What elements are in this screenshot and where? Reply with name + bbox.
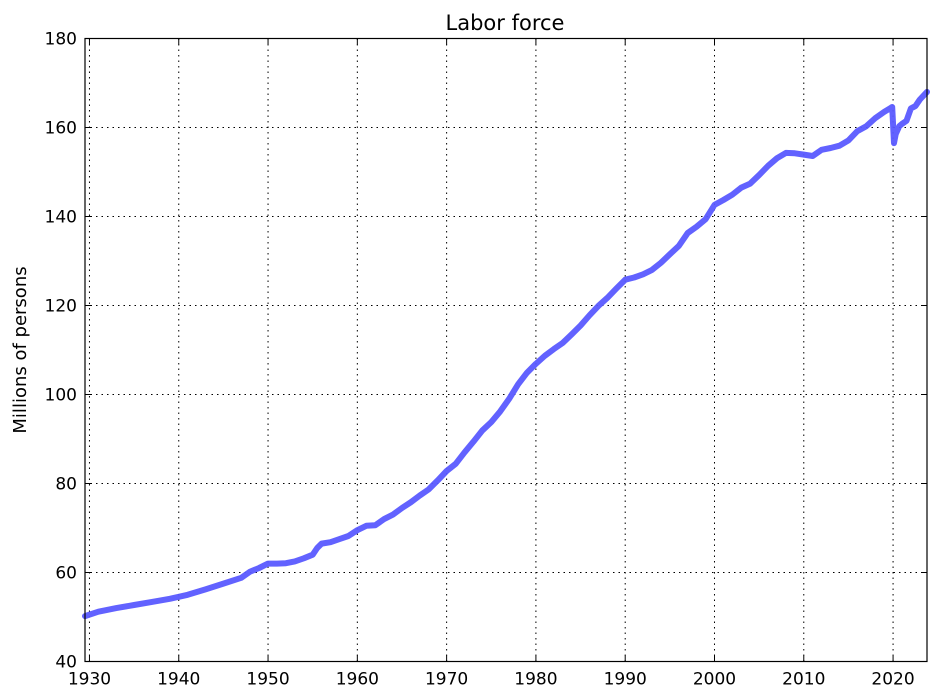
tick-labels: 1930 1940 1950 1960 1970 1980 1990 2000 2010 2020… (45, 30, 915, 690)
x-tick-label: 1980 (514, 670, 557, 690)
y-tick-label: 160 (45, 119, 77, 139)
y-tick-label: 60 (55, 564, 77, 584)
plot-frame (84, 37, 928, 663)
x-tick-label: 2000 (693, 670, 736, 690)
y-tick-label: 180 (45, 30, 77, 50)
x-tick-label: 1930 (68, 670, 111, 690)
series-layer (82, 88, 930, 620)
x-tick-label: 2010 (782, 670, 825, 690)
x-tick-label: 1960 (336, 670, 379, 690)
x-tick-label: 2020 (871, 670, 914, 690)
y-tick-label: 120 (45, 297, 77, 317)
grid (85, 38, 927, 662)
series-line (82, 88, 930, 620)
x-tick-label: 1950 (246, 670, 289, 690)
y-tick-label: 140 (45, 208, 77, 228)
y-tick-label: 100 (45, 386, 77, 406)
x-tick-label: 1990 (604, 670, 647, 690)
chart-title: Labor force (446, 11, 565, 35)
x-tick-label: 1940 (157, 670, 200, 690)
x-tick-label: 1970 (425, 670, 468, 690)
y-tick-label: 40 (55, 653, 77, 673)
y-tick-label: 80 (55, 475, 77, 495)
ticks (85, 38, 927, 662)
y-axis-title: Millions of persons (10, 266, 31, 433)
